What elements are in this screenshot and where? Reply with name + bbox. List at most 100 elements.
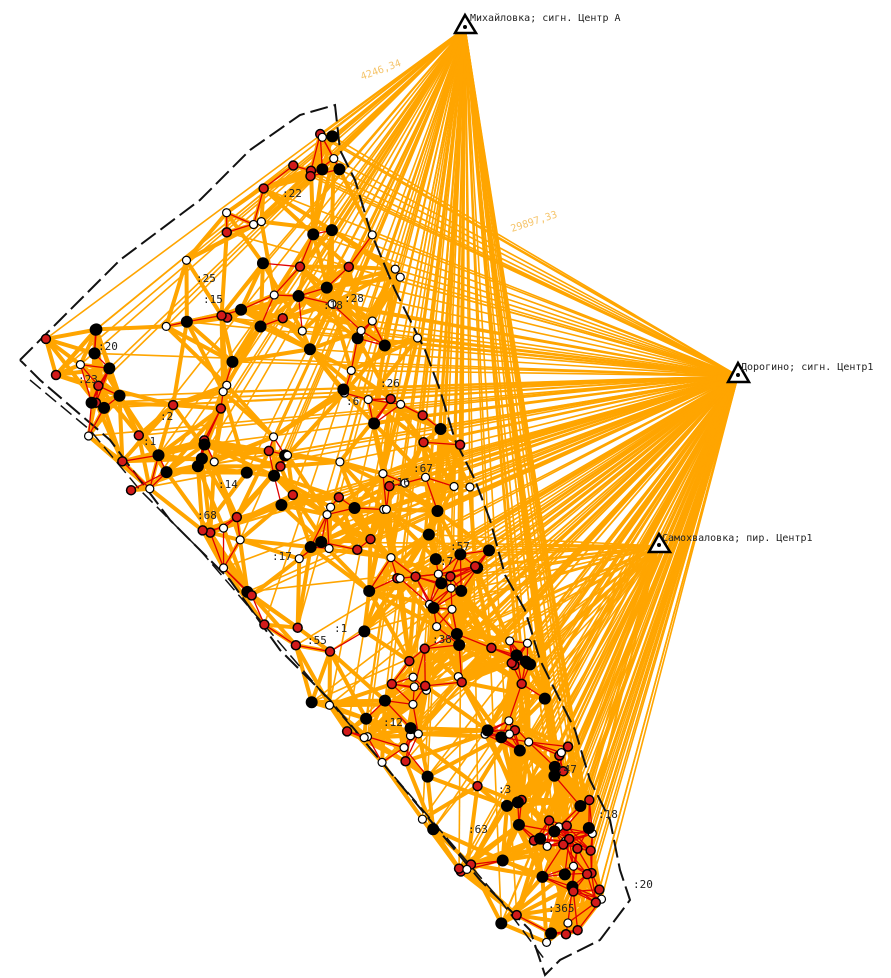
survey-point-marked[interactable]: [125, 484, 137, 496]
survey-point-filled[interactable]: [513, 744, 526, 757]
survey-point-open[interactable]: [390, 264, 400, 274]
survey-point-open[interactable]: [235, 535, 245, 545]
survey-point-marked[interactable]: [417, 410, 428, 421]
survey-point-open[interactable]: [505, 636, 515, 646]
survey-point-open[interactable]: [209, 457, 219, 467]
survey-point-filled[interactable]: [421, 770, 434, 783]
survey-point-marked[interactable]: [445, 571, 456, 582]
survey-point-filled[interactable]: [191, 460, 204, 473]
survey-point-filled[interactable]: [495, 917, 508, 930]
survey-point-marked[interactable]: [324, 646, 336, 657]
survey-point-filled[interactable]: [348, 502, 361, 515]
survey-point-filled[interactable]: [256, 257, 269, 270]
survey-point-open[interactable]: [269, 290, 279, 300]
survey-point-filled[interactable]: [481, 724, 494, 737]
survey-point-marked[interactable]: [117, 456, 128, 467]
survey-point-marked[interactable]: [341, 726, 353, 737]
survey-point-open[interactable]: [395, 573, 405, 583]
survey-point-open[interactable]: [367, 230, 377, 240]
survey-point-filled[interactable]: [429, 553, 442, 566]
survey-point-open[interactable]: [218, 387, 228, 397]
survey-point-open[interactable]: [367, 316, 377, 326]
survey-point-marked[interactable]: [572, 843, 583, 854]
survey-point-marked[interactable]: [287, 489, 299, 501]
survey-point-filled[interactable]: [453, 639, 466, 652]
survey-point-open[interactable]: [378, 469, 388, 479]
survey-point-marked[interactable]: [352, 544, 363, 556]
survey-point-filled[interactable]: [160, 466, 173, 479]
survey-point-marked[interactable]: [562, 741, 574, 752]
survey-point-filled[interactable]: [427, 601, 440, 614]
survey-point-marked[interactable]: [419, 680, 431, 692]
survey-point-marked[interactable]: [221, 227, 233, 238]
survey-point-marked[interactable]: [292, 622, 303, 633]
survey-point-open[interactable]: [408, 672, 418, 682]
survey-point-open[interactable]: [399, 743, 409, 753]
survey-point-filled[interactable]: [538, 692, 551, 705]
survey-point-open[interactable]: [400, 478, 410, 488]
survey-point-filled[interactable]: [235, 303, 248, 316]
survey-point-marked[interactable]: [259, 619, 270, 630]
survey-point-open[interactable]: [465, 482, 475, 492]
survey-point-marked[interactable]: [197, 525, 208, 536]
survey-point-marked[interactable]: [558, 839, 569, 850]
survey-point-open[interactable]: [294, 554, 304, 564]
survey-point-filled[interactable]: [326, 130, 339, 143]
survey-point-filled[interactable]: [89, 323, 102, 336]
survey-point-filled[interactable]: [304, 541, 317, 554]
survey-point-marked[interactable]: [584, 794, 595, 806]
survey-point-marked[interactable]: [590, 897, 602, 908]
survey-point-marked[interactable]: [294, 261, 306, 272]
survey-point-filled[interactable]: [434, 422, 447, 435]
survey-point-marked[interactable]: [560, 928, 572, 940]
survey-point-open[interactable]: [420, 472, 431, 482]
survey-point-marked[interactable]: [93, 380, 104, 392]
survey-point-open[interactable]: [386, 553, 396, 563]
survey-point-marked[interactable]: [400, 756, 411, 767]
survey-point-marked[interactable]: [231, 511, 243, 523]
survey-point-open[interactable]: [317, 132, 327, 142]
survey-point-open[interactable]: [396, 399, 406, 409]
survey-point-marked[interactable]: [594, 884, 605, 895]
survey-point-open[interactable]: [297, 326, 307, 336]
survey-point-filled[interactable]: [435, 577, 448, 590]
station-dorogino[interactable]: Дорогино; сигн. Центр1: [725, 360, 873, 384]
survey-point-filled[interactable]: [378, 694, 391, 707]
survey-point-filled[interactable]: [536, 870, 549, 883]
survey-point-filled[interactable]: [226, 355, 239, 368]
survey-point-open[interactable]: [433, 569, 443, 579]
survey-point-marked[interactable]: [404, 655, 415, 667]
survey-point-marked[interactable]: [290, 640, 302, 651]
survey-point-filled[interactable]: [85, 396, 98, 409]
survey-point-open[interactable]: [381, 504, 391, 514]
survey-point-open[interactable]: [282, 450, 293, 460]
survey-point-filled[interactable]: [512, 818, 525, 831]
survey-point-open[interactable]: [145, 484, 155, 494]
survey-point-filled[interactable]: [305, 696, 318, 709]
survey-point-filled[interactable]: [496, 854, 509, 867]
survey-point-open[interactable]: [446, 583, 456, 593]
survey-point-open[interactable]: [356, 325, 366, 336]
survey-point-filled[interactable]: [360, 712, 373, 725]
survey-point-open[interactable]: [326, 502, 336, 512]
survey-point-open[interactable]: [522, 638, 533, 648]
survey-point-filled[interactable]: [510, 649, 523, 662]
survey-point-open[interactable]: [377, 757, 387, 767]
survey-point-marked[interactable]: [277, 312, 289, 324]
survey-point-filled[interactable]: [454, 548, 467, 561]
survey-point-open[interactable]: [462, 864, 472, 875]
survey-point-marked[interactable]: [543, 815, 555, 826]
survey-point-filled[interactable]: [358, 625, 371, 638]
survey-point-filled[interactable]: [404, 722, 417, 735]
survey-point-filled[interactable]: [98, 401, 111, 414]
survey-point-open[interactable]: [432, 622, 442, 632]
survey-point-marked[interactable]: [561, 820, 573, 832]
survey-point-open[interactable]: [218, 563, 229, 573]
survey-point-marked[interactable]: [511, 909, 522, 921]
survey-point-open[interactable]: [327, 299, 337, 309]
survey-point-filled[interactable]: [180, 315, 193, 328]
survey-point-filled[interactable]: [558, 868, 571, 881]
survey-point-marked[interactable]: [384, 480, 395, 492]
survey-point-filled[interactable]: [88, 347, 101, 360]
survey-point-filled[interactable]: [198, 438, 211, 451]
